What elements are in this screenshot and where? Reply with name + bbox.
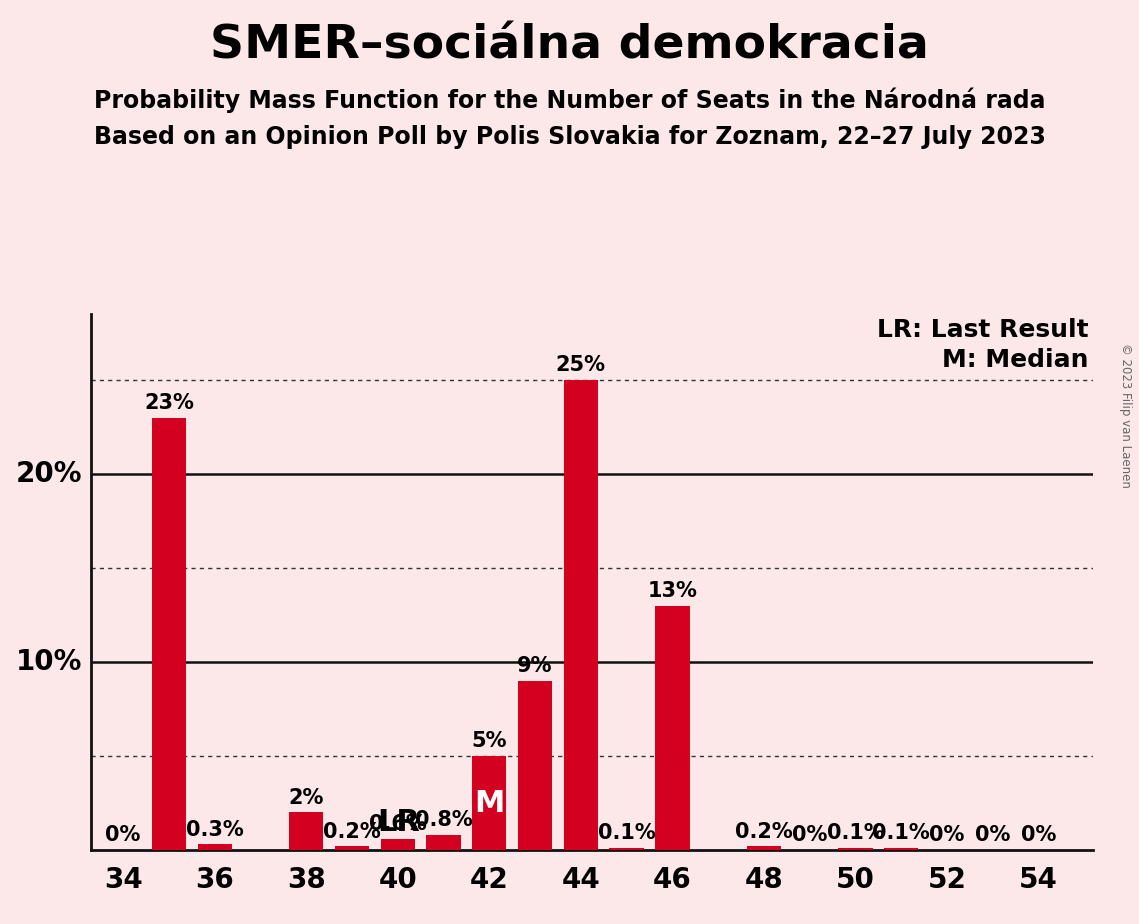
- Bar: [838, 848, 872, 850]
- Bar: [473, 756, 507, 850]
- Text: 5%: 5%: [472, 732, 507, 751]
- Bar: [151, 418, 186, 850]
- Text: 0%: 0%: [792, 825, 827, 845]
- Text: 0%: 0%: [975, 825, 1010, 845]
- Text: 25%: 25%: [556, 355, 606, 375]
- Text: 0.6%: 0.6%: [369, 814, 427, 834]
- Text: SMER–sociálna demokracia: SMER–sociálna demokracia: [210, 23, 929, 68]
- Bar: [289, 812, 323, 850]
- Text: 23%: 23%: [144, 393, 194, 413]
- Text: LR: Last Result: LR: Last Result: [877, 318, 1089, 342]
- Text: 2%: 2%: [288, 788, 323, 808]
- Bar: [518, 681, 552, 850]
- Text: 0.3%: 0.3%: [186, 820, 244, 840]
- Text: 0.8%: 0.8%: [415, 810, 473, 831]
- Bar: [426, 835, 460, 850]
- Text: Probability Mass Function for the Number of Seats in the Národná rada: Probability Mass Function for the Number…: [93, 88, 1046, 114]
- Text: M: Median: M: Median: [942, 348, 1089, 372]
- Bar: [609, 848, 644, 850]
- Bar: [655, 605, 689, 850]
- Text: © 2023 Filip van Laenen: © 2023 Filip van Laenen: [1118, 344, 1132, 488]
- Bar: [197, 845, 232, 850]
- Text: Based on an Opinion Poll by Polis Slovakia for Zoznam, 22–27 July 2023: Based on an Opinion Poll by Polis Slovak…: [93, 125, 1046, 149]
- Text: 0.1%: 0.1%: [827, 823, 884, 844]
- Text: 0.2%: 0.2%: [323, 821, 380, 842]
- Text: 0.1%: 0.1%: [872, 823, 931, 844]
- Bar: [335, 846, 369, 850]
- Text: 0%: 0%: [929, 825, 965, 845]
- Text: 20%: 20%: [16, 460, 82, 488]
- Text: 13%: 13%: [647, 581, 697, 601]
- Text: 0.1%: 0.1%: [598, 823, 655, 844]
- Text: M: M: [474, 788, 505, 818]
- Text: 0%: 0%: [106, 825, 141, 845]
- Text: LR: LR: [377, 808, 420, 837]
- Text: 10%: 10%: [16, 648, 82, 676]
- Bar: [884, 848, 918, 850]
- Bar: [747, 846, 781, 850]
- Bar: [380, 839, 415, 850]
- Text: 9%: 9%: [517, 656, 552, 676]
- Text: 0.2%: 0.2%: [735, 821, 793, 842]
- Bar: [564, 380, 598, 850]
- Text: 0%: 0%: [1021, 825, 1056, 845]
